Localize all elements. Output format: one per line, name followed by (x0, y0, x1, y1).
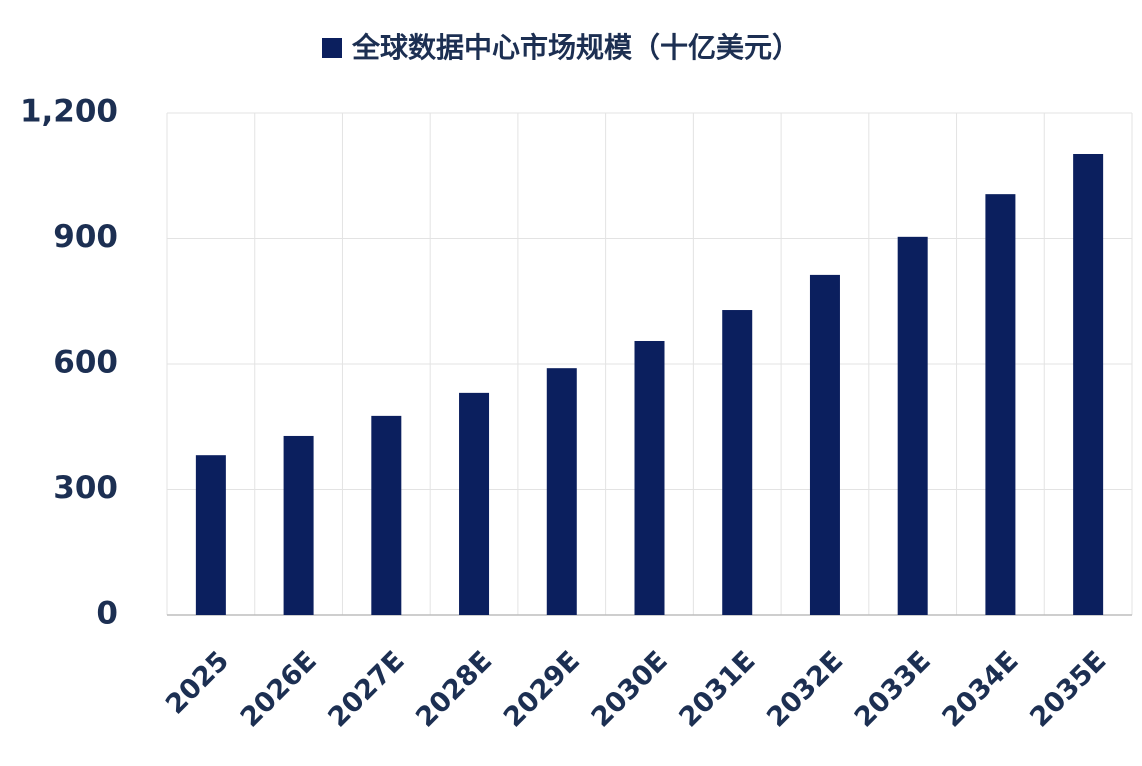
bar (546, 368, 577, 615)
bar (283, 435, 314, 615)
bar (459, 392, 490, 615)
x-tick-label: 2030E (586, 645, 674, 733)
y-tick-label: 900 (53, 219, 118, 255)
x-tick-label: 2033E (849, 645, 937, 733)
bar (195, 455, 226, 615)
x-tick-label: 2035E (1024, 645, 1112, 733)
legend-swatch (322, 38, 342, 58)
x-tick-label: 2026E (235, 645, 323, 733)
y-tick-label: 300 (53, 470, 118, 506)
x-tick-label: 2032E (761, 645, 849, 733)
legend-label: 全球数据中心市场规模（十亿美元） (351, 31, 800, 64)
bar (985, 194, 1016, 615)
x-tick-label: 2031E (673, 645, 761, 733)
y-tick-label: 1,200 (20, 94, 118, 130)
bar (634, 340, 665, 615)
bar (897, 236, 928, 615)
x-tick-label: 2028E (410, 645, 498, 733)
x-tick-label: 2025 (160, 645, 235, 720)
x-tick-label: 2029E (498, 645, 586, 733)
x-tick-label: 2027E (322, 645, 410, 733)
y-tick-label: 600 (53, 345, 118, 381)
bar (1073, 153, 1104, 615)
bar (809, 274, 840, 615)
x-tick-label: 2034E (937, 645, 1025, 733)
bar (371, 415, 402, 615)
bar (722, 310, 753, 615)
y-tick-label: 0 (96, 596, 118, 632)
